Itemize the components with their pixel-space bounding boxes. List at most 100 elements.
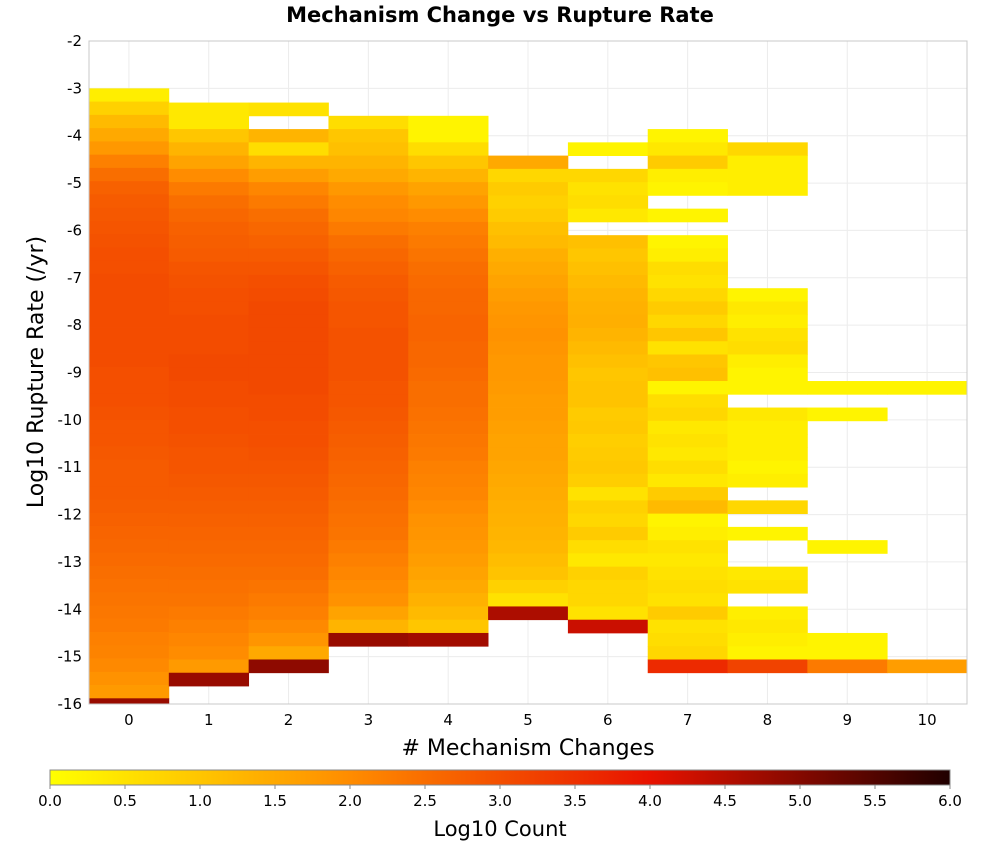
heatmap-cell xyxy=(248,341,329,355)
heatmap-cell xyxy=(248,473,329,488)
heatmap-cell xyxy=(248,129,329,143)
heatmap-cell xyxy=(89,552,170,567)
heatmap-cell xyxy=(647,619,728,634)
heatmap-cell xyxy=(408,540,489,554)
heatmap-cell xyxy=(89,340,170,354)
heatmap-cell xyxy=(647,407,728,422)
heatmap-cell xyxy=(647,142,728,157)
heatmap-cell xyxy=(567,487,649,501)
heatmap-cell xyxy=(89,486,170,500)
heatmap-cell xyxy=(89,645,170,659)
heatmap-cell xyxy=(647,434,728,448)
heatmap-cell xyxy=(488,447,569,461)
heatmap-cell xyxy=(248,619,329,634)
heatmap-cell xyxy=(408,513,489,528)
heatmap-cell xyxy=(89,446,170,461)
heatmap-cell xyxy=(807,632,888,647)
heatmap-cell xyxy=(647,553,728,568)
heatmap-cell xyxy=(168,248,250,263)
heatmap-cell xyxy=(647,261,728,276)
heatmap-cell xyxy=(168,314,250,329)
heatmap-cell xyxy=(567,540,649,554)
heatmap-cell xyxy=(727,619,808,634)
heatmap-cell xyxy=(727,182,808,196)
heatmap-cell xyxy=(727,447,808,461)
heatmap-cell xyxy=(488,553,569,568)
colorbar-tick-label: 5.5 xyxy=(863,792,887,810)
heatmap-cell xyxy=(567,434,649,448)
heatmap-cell xyxy=(647,168,728,183)
heatmap-cell xyxy=(727,632,808,647)
colorbar-tick-label: 3.0 xyxy=(488,792,512,810)
heatmap-cell xyxy=(328,447,409,461)
heatmap-cell xyxy=(408,168,489,183)
x-tick-label: 1 xyxy=(204,711,214,729)
heatmap-cell xyxy=(567,513,649,528)
x-tick-label: 0 xyxy=(124,711,134,729)
colorbar-tick-label: 0.0 xyxy=(38,792,62,810)
heatmap-cell xyxy=(89,499,170,514)
heatmap-cell xyxy=(567,619,649,634)
heatmap-cell xyxy=(488,473,569,488)
heatmap-cell xyxy=(328,606,409,621)
heatmap-cell xyxy=(488,500,569,515)
heatmap-cell xyxy=(168,142,250,157)
heatmap-cell xyxy=(168,473,250,488)
x-tick-label: 2 xyxy=(284,711,294,729)
y-tick-label: -7 xyxy=(67,269,82,287)
y-tick-label: -11 xyxy=(58,458,83,476)
heatmap-cell xyxy=(248,460,329,475)
heatmap-cell xyxy=(408,115,489,130)
heatmap-cell xyxy=(168,632,250,647)
heatmap-cell xyxy=(328,632,409,647)
heatmap-cell xyxy=(408,208,489,223)
heatmap-cell xyxy=(89,207,170,222)
heatmap-cell xyxy=(89,167,170,182)
heatmap-cell xyxy=(168,367,250,382)
heatmap-cell xyxy=(488,460,569,475)
heatmap-cell xyxy=(248,513,329,528)
y-tick-label: -14 xyxy=(58,600,83,618)
heatmap-cell xyxy=(328,381,409,395)
heatmap-cell xyxy=(328,513,409,528)
heatmap-cell xyxy=(89,220,170,235)
heatmap-cell xyxy=(408,182,489,196)
heatmap-cell xyxy=(328,261,409,276)
heatmap-cell xyxy=(168,341,250,355)
heatmap-cell xyxy=(248,274,329,289)
heatmap-cell xyxy=(488,487,569,501)
x-tick-label: 8 xyxy=(763,711,773,729)
heatmap-cell xyxy=(89,366,170,381)
heatmap-cell xyxy=(168,434,250,448)
heatmap-cell xyxy=(248,208,329,223)
heatmap-cell xyxy=(328,540,409,554)
heatmap-cell xyxy=(488,341,569,355)
heatmap-cell xyxy=(328,341,409,355)
heatmap-cell xyxy=(248,579,329,594)
heatmap-cell xyxy=(727,420,808,435)
heatmap-cell xyxy=(647,540,728,554)
heatmap-cell xyxy=(488,434,569,448)
y-tick-label: -16 xyxy=(58,695,83,713)
heatmap-cell xyxy=(89,101,170,116)
heatmap-cell xyxy=(647,129,728,143)
heatmap-cell xyxy=(647,566,728,581)
heatmap-cell xyxy=(89,327,170,341)
heatmap-cell xyxy=(727,354,808,369)
heatmap-cell xyxy=(248,566,329,581)
heatmap-cell xyxy=(408,367,489,382)
heatmap-cell xyxy=(248,407,329,422)
heatmap-cell xyxy=(89,141,170,156)
heatmap-cell xyxy=(408,129,489,143)
heatmap-cell xyxy=(328,274,409,289)
heatmap-cell xyxy=(567,327,649,342)
heatmap-cell xyxy=(328,248,409,263)
heatmap-cell xyxy=(89,433,170,447)
heatmap-cell xyxy=(488,274,569,289)
heatmap-cell xyxy=(647,632,728,647)
heatmap-cell xyxy=(887,381,968,395)
heatmap-cell xyxy=(89,658,170,673)
heatmap-cell xyxy=(488,195,569,210)
heatmap-cell xyxy=(168,301,250,316)
